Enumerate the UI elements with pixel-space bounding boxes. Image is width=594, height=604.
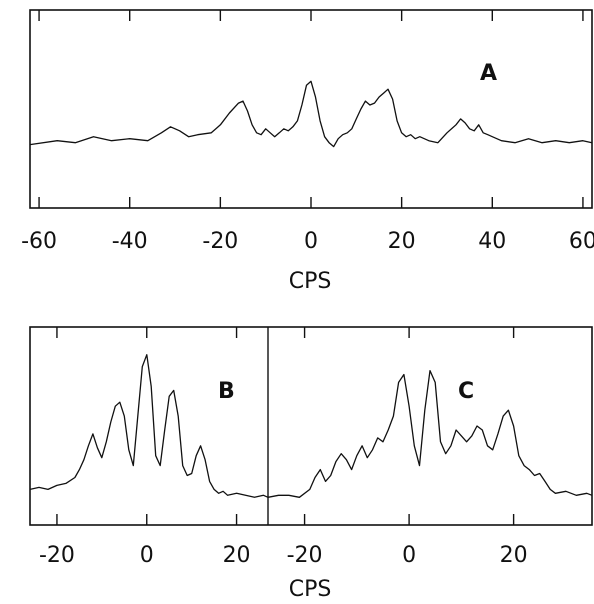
- panel-b-tick-label-2: 20: [223, 543, 251, 568]
- panel-a-tick-label-3: 0: [304, 229, 318, 254]
- panel-b-tick-label-1: 0: [140, 543, 154, 568]
- panel-a: A -60 -40 -20 0 20 40 60 CPS: [21, 9, 594, 294]
- panel-b-tick-label-0: -20: [39, 543, 75, 568]
- panel-a-ticks: [38, 10, 584, 208]
- panel-a-x-axis-label: CPS: [289, 269, 332, 294]
- panel-a-frame: [29, 9, 593, 209]
- panel-a-tick-label-5: 40: [478, 229, 506, 254]
- panel-c-letter: C: [458, 379, 474, 404]
- panel-a-tick-label-0: -60: [21, 229, 57, 254]
- panel-b-tick-labels: -20 0 20: [39, 543, 251, 568]
- panel-a-tick-labels: -60 -40 -20 0 20 40 60: [21, 229, 594, 254]
- panel-a-tick-label-6: 60: [569, 229, 594, 254]
- panel-a-letter: A: [480, 61, 497, 86]
- panel-a-tick-label-1: -40: [112, 229, 148, 254]
- panel-c-tick-labels: -20 0 20: [287, 543, 528, 568]
- panel-b-spectrum-trace: [29, 354, 269, 498]
- panel-c-tick-label-1: 0: [402, 543, 416, 568]
- panel-c-spectrum-trace: [267, 369, 593, 498]
- panel-bc-x-axis-label: CPS: [289, 577, 332, 602]
- panel-c-tick-label-0: -20: [287, 543, 323, 568]
- panel-c-ticks: [303, 327, 515, 525]
- panel-bc-frame: [29, 326, 593, 526]
- panel-b-letter: B: [218, 379, 235, 404]
- panel-c-tick-label-2: 20: [500, 543, 528, 568]
- panel-a-tick-label-2: -20: [202, 229, 238, 254]
- panel-b-ticks: [56, 327, 238, 525]
- panels-bc: B C -20 0 20 -20 0 20 CPS: [29, 326, 593, 602]
- panel-a-tick-label-4: 20: [388, 229, 416, 254]
- panel-a-spectrum-trace: [29, 80, 593, 148]
